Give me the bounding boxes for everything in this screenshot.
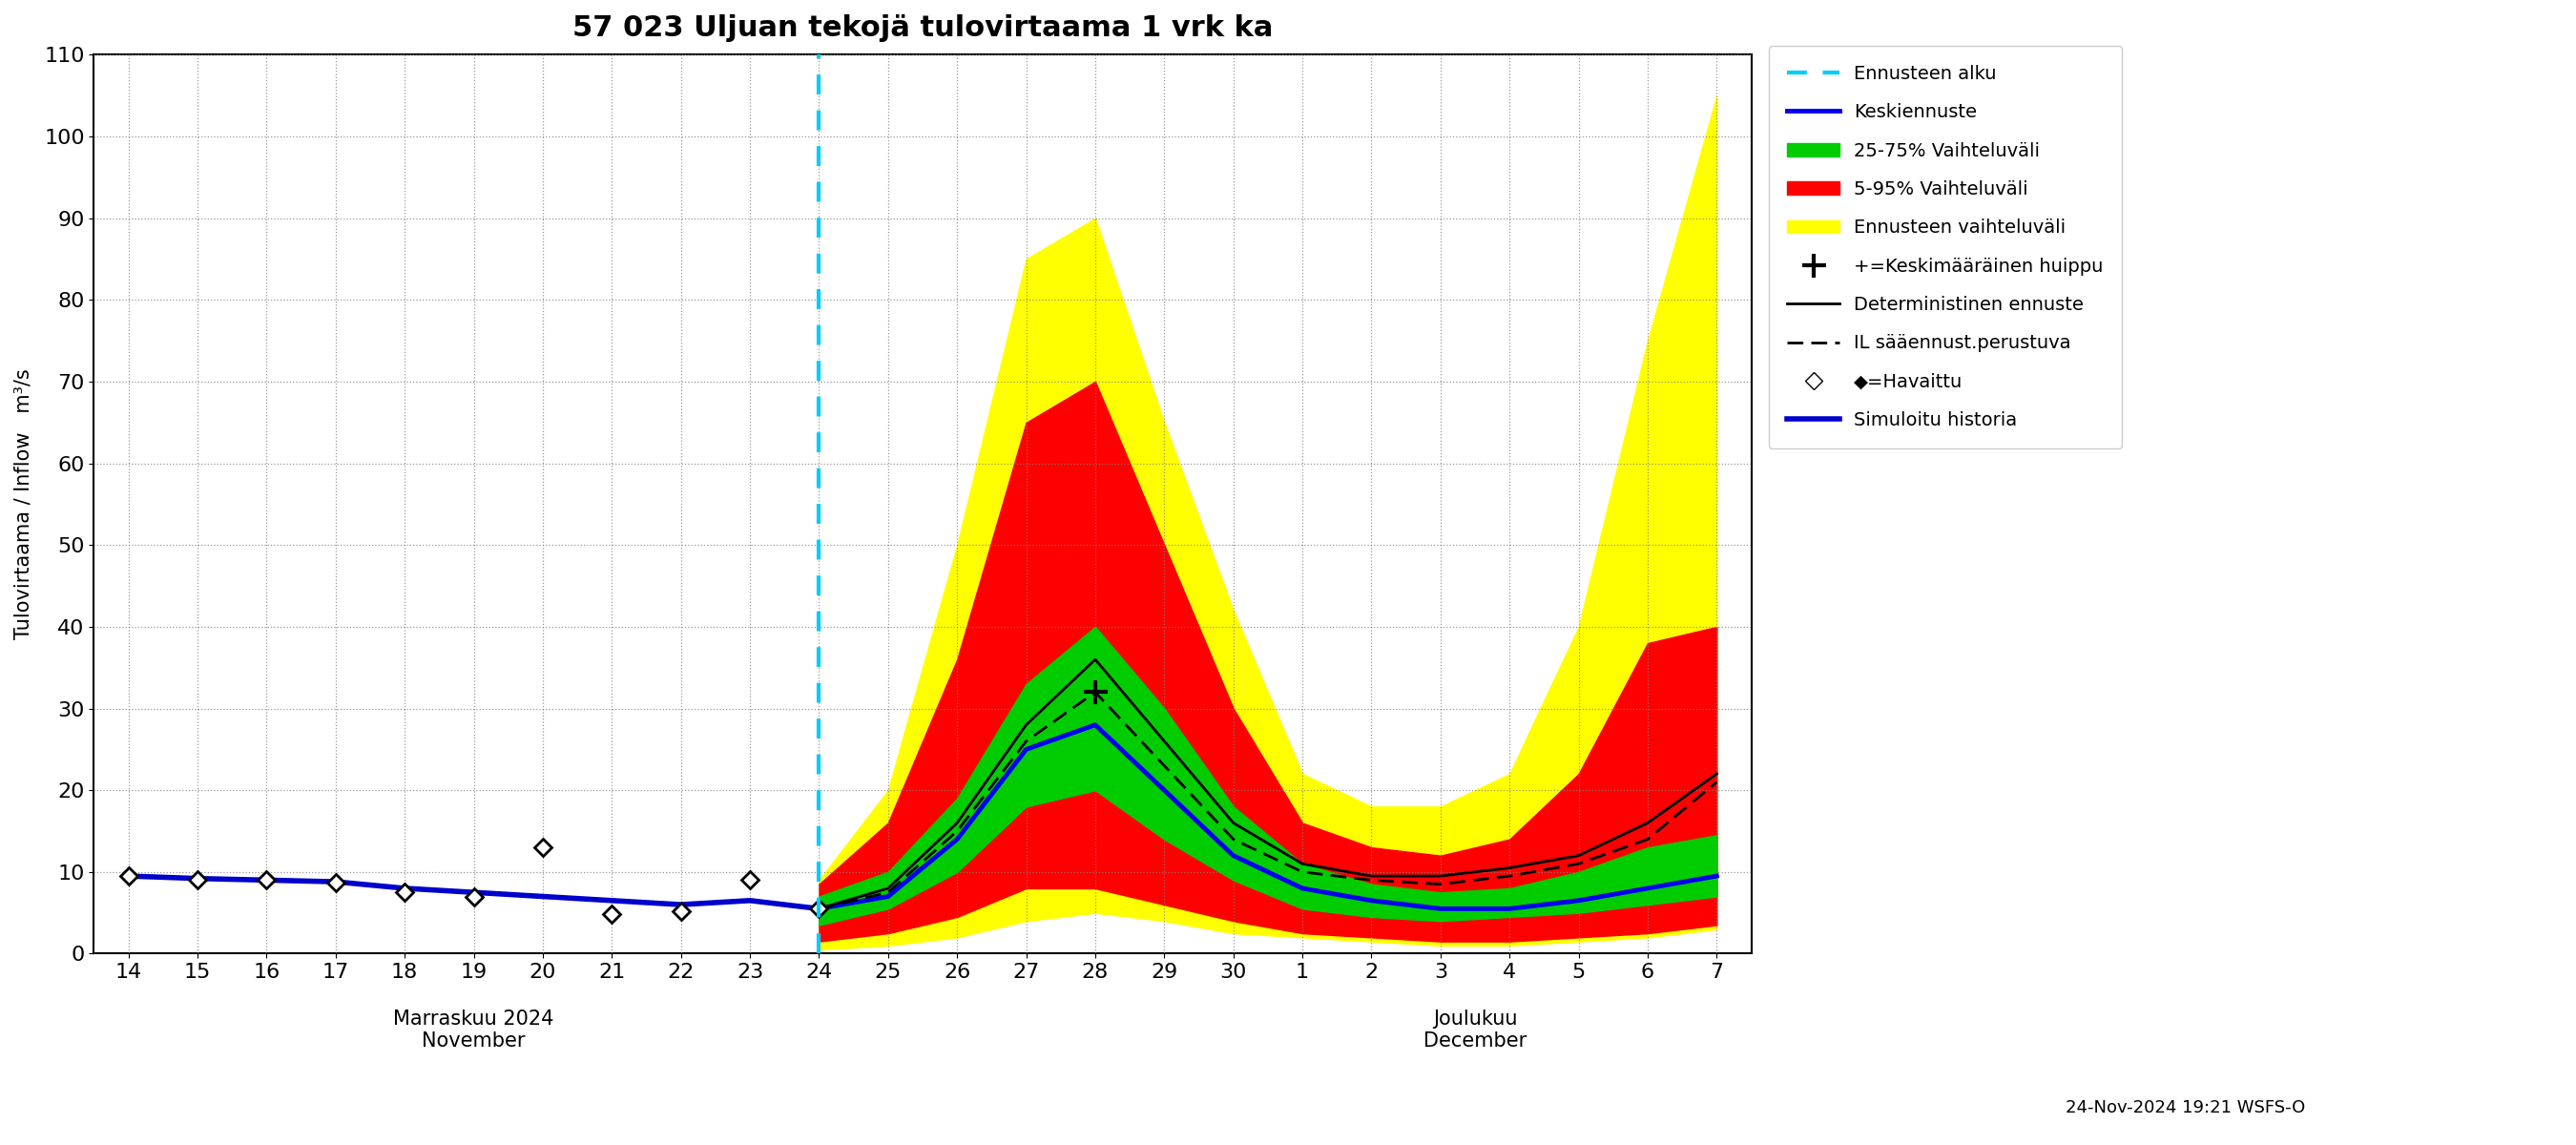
Text: Marraskuu 2024
November: Marraskuu 2024 November (394, 1010, 554, 1051)
Title: 57 023 Uljuan tekojä tulovirtaama 1 vrk ka: 57 023 Uljuan tekojä tulovirtaama 1 vrk … (572, 14, 1273, 42)
Y-axis label: Tulovirtaama / Inflow   m³/s: Tulovirtaama / Inflow m³/s (15, 369, 33, 640)
Text: 24-Nov-2024 19:21 WSFS-O: 24-Nov-2024 19:21 WSFS-O (2066, 1099, 2306, 1116)
Legend: Ennusteen alku, Keskiennuste, 25-75% Vaihteluväli, 5-95% Vaihteluväli, Ennusteen: Ennusteen alku, Keskiennuste, 25-75% Vai… (1770, 46, 2123, 448)
Text: Joulukuu
December: Joulukuu December (1425, 1010, 1528, 1051)
